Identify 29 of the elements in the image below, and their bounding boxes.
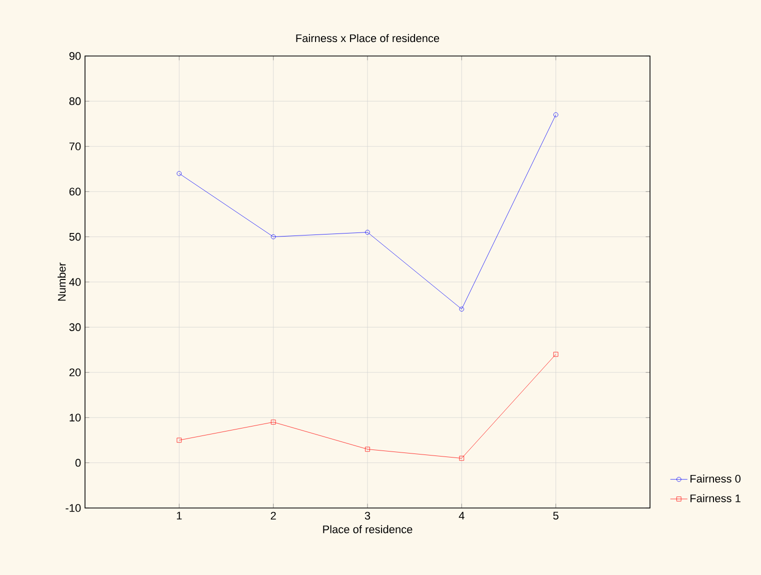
point [365, 230, 370, 235]
y-tick-label: 10 [70, 414, 81, 422]
y-axis-title: Number [58, 262, 66, 301]
x-tick-label: 1 [176, 512, 182, 520]
y-tick-label: 70 [69, 142, 81, 150]
y-tick-label: 0 [75, 458, 81, 467]
legend-label: Fairness 0 [690, 474, 741, 483]
y-tick-label: 30 [69, 323, 81, 332]
x-axis-title: Place of residence [323, 525, 412, 534]
y-tick-label: 60 [69, 188, 81, 196]
y-tick-label: 90 [69, 52, 81, 60]
point [365, 446, 370, 452]
y-tick-label: 40 [69, 278, 81, 286]
chart-title: Fairness x Place of residence [296, 34, 440, 42]
x-tick-label: 5 [553, 512, 558, 520]
legend-label: Fairness 1 [690, 494, 740, 502]
y-tick-label: 20 [69, 368, 81, 376]
point [459, 306, 464, 312]
y-tick-label: -10 [66, 504, 81, 512]
point [176, 438, 182, 443]
point [459, 456, 464, 461]
point [270, 234, 276, 240]
point [553, 352, 558, 357]
x-tick-label: 4 [458, 512, 464, 520]
x-tick-label: 2 [270, 512, 276, 520]
point [270, 420, 276, 425]
x-tick-label: 3 [364, 512, 370, 520]
y-tick-label: 80 [69, 97, 81, 106]
y-tick-label: 50 [69, 232, 81, 241]
